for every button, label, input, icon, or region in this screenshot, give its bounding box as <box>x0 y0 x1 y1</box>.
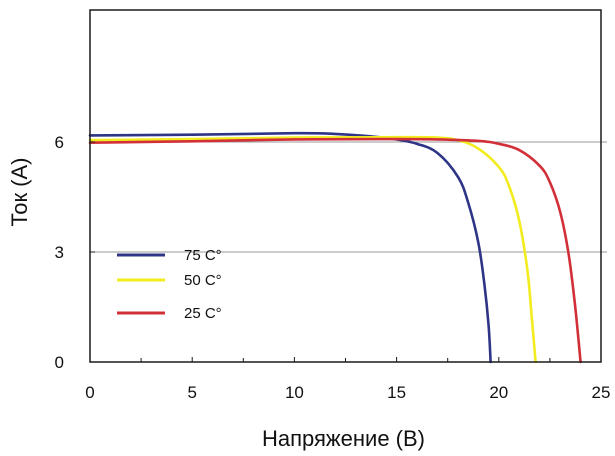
x-tick-label: 15 <box>387 383 406 402</box>
x-axis-ticks: 0 5 10 15 20 25 <box>85 357 610 402</box>
x-tick-label: 20 <box>489 383 508 402</box>
legend-label-2: 50 C° <box>184 272 222 289</box>
y-axis-title: Ток (А) <box>7 157 32 226</box>
legend-label-1: 75 C° <box>184 247 222 264</box>
y-tick-label: 3 <box>55 243 64 262</box>
series-lines <box>88 131 582 364</box>
x-tick-label: 5 <box>187 383 196 402</box>
series-line-3 <box>88 137 582 364</box>
x-tick-label: 10 <box>285 383 304 402</box>
legend: 75 C° 50 C° 25 C° <box>117 247 222 322</box>
x-tick-label: 0 <box>85 383 94 402</box>
series-line-1 <box>88 131 492 364</box>
y-tick-label: 0 <box>55 353 64 372</box>
y-tick-label: 6 <box>55 133 64 152</box>
legend-label-3: 25 C° <box>184 305 222 322</box>
y-axis-ticks: 0 3 6 <box>55 133 95 372</box>
x-axis-title: Напряжение (В) <box>262 426 425 451</box>
x-tick-label: 25 <box>592 383 611 402</box>
series-line-2 <box>88 135 537 364</box>
